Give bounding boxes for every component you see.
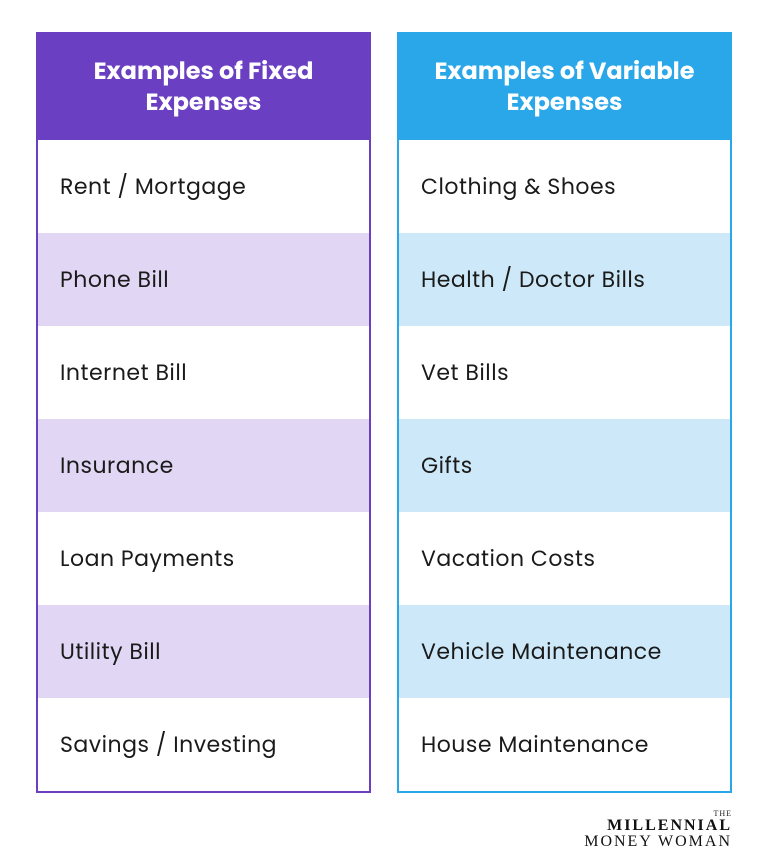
attribution-logo: THE MILLENNIAL MONEY WOMAN (584, 810, 732, 850)
list-item: Vehicle Maintenance (399, 605, 730, 698)
list-item: Phone Bill (38, 233, 369, 326)
expense-columns: Examples of Fixed Expenses Rent / Mortga… (36, 32, 732, 793)
attribution-brand: MILLENNIAL (584, 818, 732, 834)
fixed-expenses-header: Examples of Fixed Expenses (38, 34, 369, 140)
list-item: Health / Doctor Bills (399, 233, 730, 326)
variable-expenses-column: Examples of Variable Expenses Clothing &… (397, 32, 732, 793)
variable-expenses-header: Examples of Variable Expenses (399, 34, 730, 140)
list-item: Internet Bill (38, 326, 369, 419)
fixed-expenses-column: Examples of Fixed Expenses Rent / Mortga… (36, 32, 371, 793)
list-item: Vacation Costs (399, 512, 730, 605)
attribution-brand-2: MONEY WOMAN (584, 834, 732, 850)
list-item: Insurance (38, 419, 369, 512)
list-item: Gifts (399, 419, 730, 512)
list-item: Loan Payments (38, 512, 369, 605)
list-item: Savings / Investing (38, 698, 369, 791)
list-item: Rent / Mortgage (38, 140, 369, 233)
list-item: Vet Bills (399, 326, 730, 419)
attribution-brand-bold: MILLENNIAL (607, 817, 732, 834)
list-item: Utility Bill (38, 605, 369, 698)
list-item: Clothing & Shoes (399, 140, 730, 233)
list-item: House Maintenance (399, 698, 730, 791)
